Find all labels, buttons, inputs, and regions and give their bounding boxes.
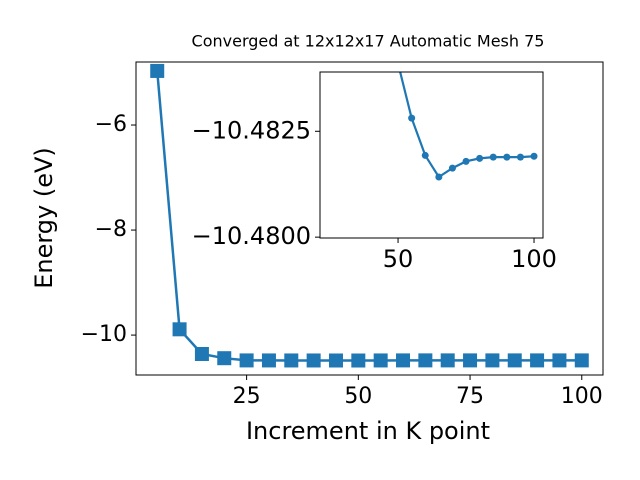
marker bbox=[284, 353, 299, 368]
plot-content bbox=[150, 63, 589, 368]
marker bbox=[435, 173, 443, 181]
marker bbox=[408, 114, 416, 122]
marker bbox=[261, 353, 276, 368]
marker bbox=[530, 152, 538, 160]
marker bbox=[440, 353, 455, 368]
y-tick-label: −10.4825 bbox=[192, 116, 311, 144]
x-tick-label: 100 bbox=[511, 245, 557, 273]
marker bbox=[530, 353, 545, 368]
marker bbox=[418, 353, 433, 368]
y-tick-label: −10.4800 bbox=[192, 222, 311, 250]
marker bbox=[306, 353, 321, 368]
y-tick-label: −6 bbox=[95, 112, 127, 137]
marker bbox=[172, 322, 187, 337]
x-tick-label: 100 bbox=[561, 384, 603, 409]
y-axis-label: Energy (eV) bbox=[30, 147, 58, 289]
marker bbox=[503, 153, 511, 161]
marker bbox=[351, 353, 366, 368]
marker bbox=[421, 151, 429, 159]
y-tick-label: −10 bbox=[81, 322, 127, 347]
marker bbox=[328, 353, 343, 368]
marker bbox=[194, 346, 209, 361]
x-tick-label: 50 bbox=[344, 384, 372, 409]
chart-title: Converged at 12x12x17 Automatic Mesh 75 bbox=[192, 32, 545, 51]
marker bbox=[448, 164, 456, 172]
axes-frame bbox=[319, 71, 544, 239]
x-tick-label: 25 bbox=[233, 384, 261, 409]
marker bbox=[516, 153, 524, 161]
marker bbox=[552, 353, 567, 368]
marker bbox=[150, 63, 165, 78]
marker bbox=[574, 353, 589, 368]
marker bbox=[485, 353, 500, 368]
marker bbox=[217, 351, 232, 366]
x-axis-label: Increment in K point bbox=[246, 417, 490, 445]
axes-frame bbox=[135, 61, 604, 376]
plot-content bbox=[399, 72, 538, 181]
marker bbox=[489, 153, 497, 161]
y-tick-label: −8 bbox=[95, 217, 127, 242]
x-tick-label: 75 bbox=[456, 384, 484, 409]
marker bbox=[396, 353, 411, 368]
marker bbox=[507, 353, 522, 368]
marker bbox=[462, 157, 470, 165]
marker bbox=[239, 353, 254, 368]
marker bbox=[373, 353, 388, 368]
marker bbox=[476, 154, 484, 162]
marker bbox=[463, 353, 478, 368]
x-tick-label: 50 bbox=[383, 245, 414, 273]
